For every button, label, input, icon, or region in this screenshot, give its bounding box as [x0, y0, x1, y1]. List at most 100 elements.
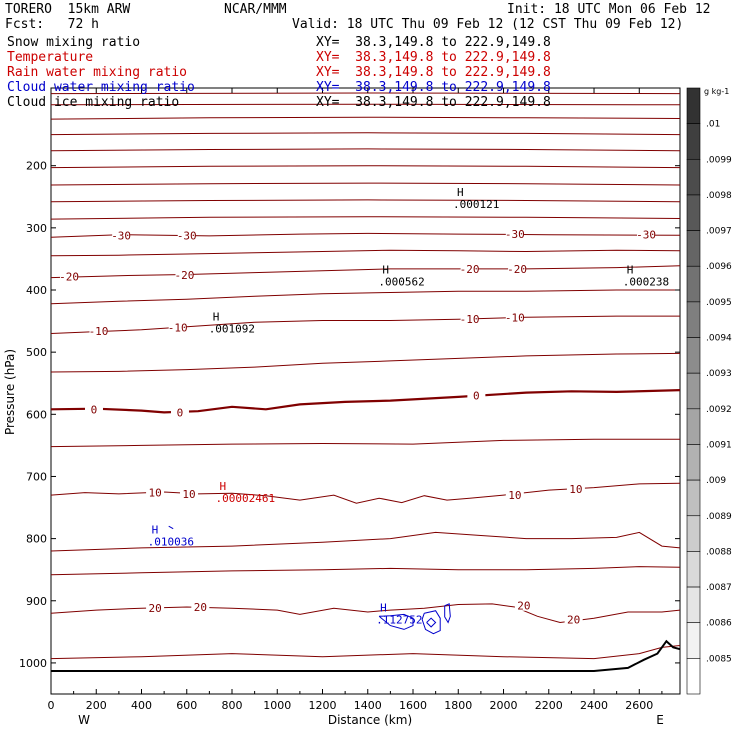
colorbar-cell	[686, 158, 701, 196]
isotherm-label: 0	[177, 406, 184, 419]
model-name: TORERO 15km ARW	[5, 2, 131, 17]
x-tick-label: 2000	[490, 699, 518, 712]
isotherm-label: 0	[91, 403, 98, 416]
isotherm-line	[50, 132, 681, 136]
isotherm-line	[50, 148, 681, 152]
isotherm-label-bg	[146, 602, 165, 614]
cloud-water-contour	[378, 613, 414, 630]
cloud-water-layer	[168, 525, 451, 635]
colorbar-cell	[686, 301, 701, 338]
colorbar-tick-label: .0087	[706, 583, 732, 593]
isotherm-label-bg	[505, 311, 524, 323]
isotherm-line	[50, 216, 681, 220]
isotherm-line	[50, 603, 681, 624]
colorbar-cell	[686, 444, 701, 481]
y-tick-label: 400	[26, 284, 47, 297]
y-tick-label: 300	[26, 222, 47, 235]
max-marker: H	[219, 480, 226, 493]
y-tick-label: 600	[26, 408, 47, 421]
x-tick-label: 1800	[444, 699, 472, 712]
isotherm-label: 20	[148, 602, 161, 615]
x-tick-label: 200	[86, 699, 107, 712]
isotherm-line	[50, 566, 681, 576]
isotherm-label-bg	[191, 600, 210, 612]
isotherm-label: 20	[567, 613, 580, 626]
colorbar-tick-label: .0096	[706, 262, 732, 272]
isotherm-label-bg	[460, 262, 479, 274]
cloud-water-contour	[421, 610, 441, 635]
isotherm-line	[50, 389, 681, 414]
x-tick-label: 2600	[625, 699, 653, 712]
y-tick-label: 700	[26, 470, 47, 483]
colorbar-tick-label: .0095	[706, 298, 732, 308]
colorbar-cell	[686, 265, 701, 303]
colorbar-tick-label: .0086	[706, 619, 732, 629]
isotherm-label-bg	[168, 321, 187, 333]
colorbar-cell	[686, 408, 701, 445]
colorbar-tick-label: .0093	[706, 369, 732, 379]
isotherm-label: 20	[194, 601, 207, 614]
x-tick-label: 2200	[535, 699, 563, 712]
max-value: .010036	[148, 536, 194, 549]
y-tick-label: 1000	[19, 657, 47, 670]
isotherm-label: -30	[636, 229, 656, 242]
isotherm-label-bg	[514, 599, 533, 611]
isotherm-label-bg	[180, 487, 199, 499]
max-marker: H	[382, 263, 389, 276]
field-cloud-water-xy: XY= 38.3,149.8 to 222.9,149.8	[316, 80, 551, 95]
cloud-water-contour	[444, 603, 451, 624]
terrain-layer	[51, 639, 681, 672]
max-marker: H	[457, 186, 464, 199]
isotherm-line	[50, 482, 681, 504]
cloud-water-contour	[168, 525, 174, 530]
isotherm-label: 10	[508, 489, 521, 502]
field-temperature-xy: XY= 38.3,149.8 to 222.9,149.8	[316, 50, 551, 65]
y-tick-label: 200	[26, 160, 47, 173]
isotherm-label: -10	[460, 313, 480, 326]
init-time: Init: 18 UTC Mon 06 Feb 12	[507, 2, 711, 17]
max-marker: H	[627, 263, 634, 276]
x-tick-label: 0	[48, 699, 55, 712]
isotherm-label-bg	[566, 482, 585, 494]
isotherm-label: -30	[111, 229, 131, 242]
colorbar-tick-label: .0085	[706, 654, 732, 664]
isotherm-label: -20	[175, 269, 195, 282]
colorbar-tick-label: .0088	[706, 547, 732, 557]
colorbar-cell	[686, 622, 701, 659]
isotherm-label-bg	[170, 406, 189, 418]
colorbar-tick-label: .0091	[706, 440, 732, 450]
center-name: NCAR/MMM	[224, 2, 287, 17]
isotherm-label-bg	[89, 325, 108, 337]
isotherm-label-bg	[177, 229, 196, 241]
field-rain: Rain water mixing ratio	[7, 65, 188, 80]
x-tick-label: 1200	[309, 699, 337, 712]
colorbar-cell	[686, 337, 701, 374]
isotherm-line	[50, 232, 681, 238]
max-value: .000238	[623, 275, 669, 288]
isotherm-line	[50, 315, 680, 334]
isotherm-label: -10	[89, 325, 109, 338]
x-tick-label: 400	[131, 699, 152, 712]
isotherm-label: 0	[473, 390, 480, 403]
max-value: .000562	[378, 275, 424, 288]
isotherm-label-bg	[508, 262, 527, 274]
isotherm-label: 20	[517, 600, 530, 613]
max-value: .000121	[453, 198, 499, 211]
isotherm-label-bg	[637, 228, 656, 240]
max-marker: H	[380, 601, 387, 614]
colorbar-cell	[686, 658, 701, 695]
y-tick-label: 800	[26, 533, 47, 546]
colorbar: .01 .0099 .0098 .0097 .0096 .0095 .0094 .0093 .0…	[686, 87, 732, 695]
terrain-line	[51, 639, 681, 672]
isotherm-line	[50, 116, 681, 120]
cloud-water-contour	[426, 617, 437, 628]
colorbar-tick-label: .0092	[706, 405, 732, 415]
field-snow: Snow mixing ratio	[7, 35, 141, 50]
isotherm-line	[50, 249, 681, 257]
field-rain-xy: XY= 38.3,149.8 to 222.9,149.8	[316, 65, 551, 80]
x-tick-label: 1600	[399, 699, 427, 712]
isotherm-label-bg	[175, 269, 194, 281]
colorbar-unit: g kg-1	[704, 87, 729, 96]
forecast-hour: Fcst: 72 h	[5, 17, 99, 32]
colorbar-tick-label: .009	[706, 476, 726, 486]
